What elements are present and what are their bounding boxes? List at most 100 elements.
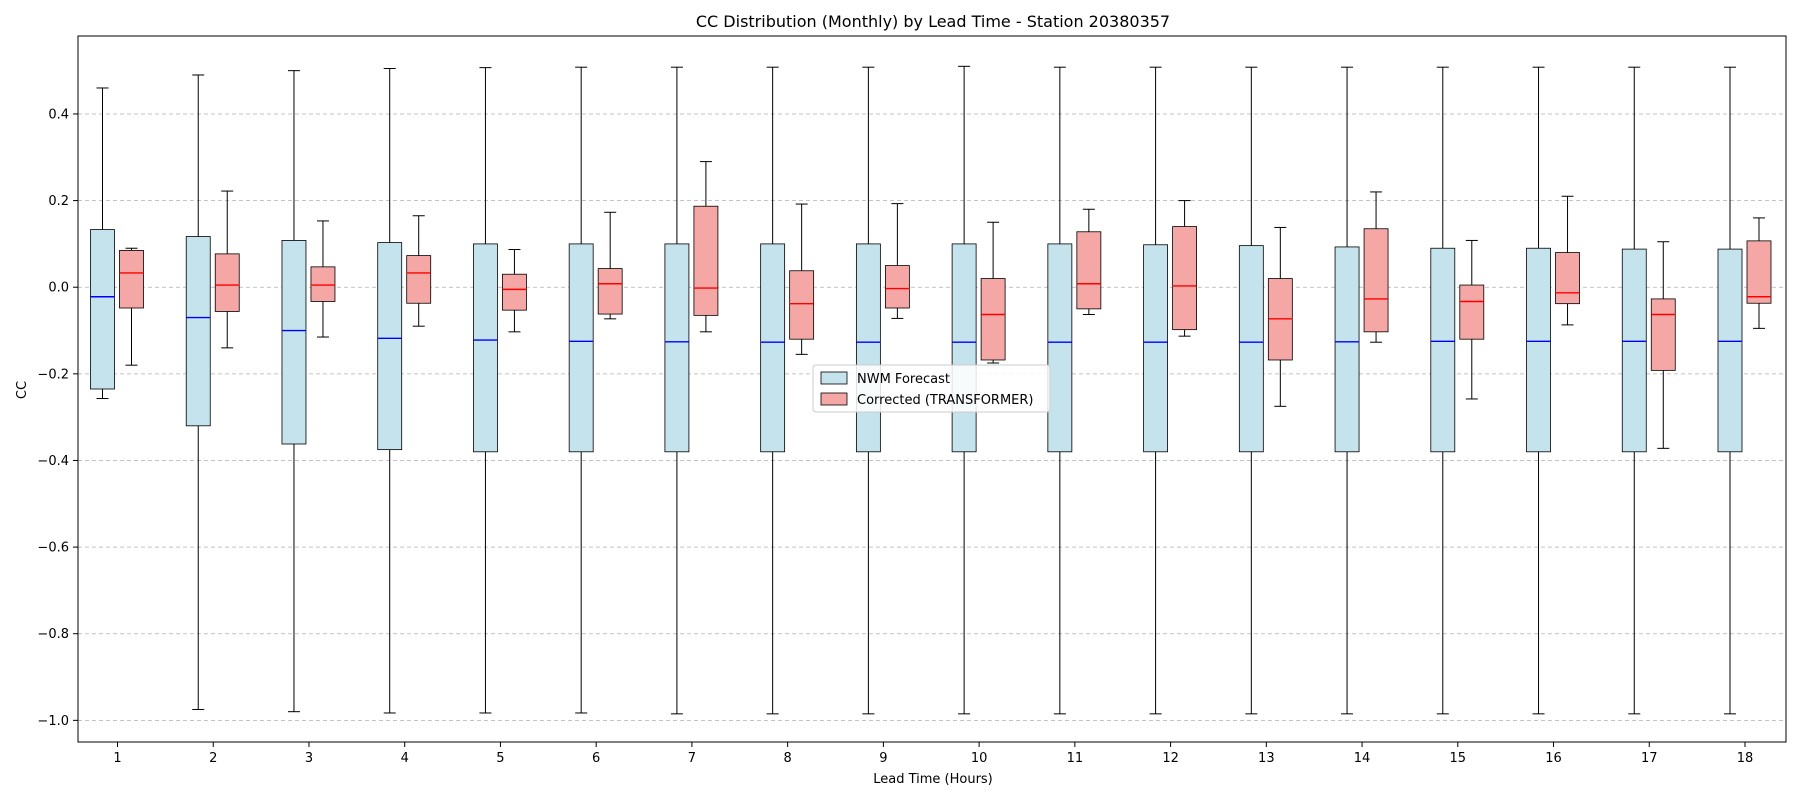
box-corrected — [502, 249, 527, 333]
box-corrected — [693, 161, 719, 333]
box-iqr — [693, 205, 719, 316]
x-tick-label: 1 — [113, 751, 121, 766]
x-axis-label: Lead Time (Hours) — [873, 772, 993, 787]
box-iqr — [502, 273, 527, 311]
box-nwm — [90, 87, 115, 400]
box-iqr — [980, 278, 1006, 361]
box-iqr — [90, 229, 115, 390]
x-tick-label: 11 — [1067, 751, 1084, 766]
x-tick-label: 14 — [1354, 751, 1371, 766]
box-nwm — [1621, 66, 1647, 715]
box-iqr — [406, 255, 432, 304]
box-corrected — [1076, 208, 1102, 316]
box-iqr — [185, 236, 211, 427]
box-corrected — [406, 215, 432, 327]
box-iqr — [664, 243, 690, 453]
x-tick-label: 3 — [305, 751, 313, 766]
x-tick-label: 5 — [496, 751, 504, 766]
box-series — [90, 65, 1772, 715]
x-tick-label: 15 — [1450, 751, 1467, 766]
box-corrected — [214, 190, 240, 349]
y-tick-label: −0.2 — [37, 367, 69, 382]
x-tick-label: 13 — [1258, 751, 1275, 766]
y-tick-label: −1.0 — [37, 714, 69, 729]
box-nwm — [1143, 66, 1168, 715]
box-iqr — [1238, 245, 1264, 453]
box-nwm — [951, 65, 977, 715]
y-gridlines — [78, 113, 1786, 721]
box-corrected — [1746, 217, 1772, 329]
box-nwm — [1526, 66, 1551, 715]
axis-ticks: −1.0−0.8−0.6−0.4−0.20.00.20.41 2 3 4 5 6 7 8 9 10… — [37, 107, 1753, 766]
box-corrected — [310, 220, 336, 338]
x-tick-label: 12 — [1162, 751, 1179, 766]
box-corrected — [1267, 226, 1293, 407]
box-nwm — [1238, 66, 1264, 715]
legend-swatch-nwm — [820, 371, 848, 385]
box-iqr — [1430, 247, 1456, 453]
y-tick-label: 0.0 — [48, 281, 69, 296]
box-iqr — [1047, 243, 1073, 453]
box-iqr — [1334, 246, 1360, 453]
box-nwm — [1717, 66, 1743, 715]
box-nwm — [855, 66, 881, 715]
x-tick-label: 17 — [1641, 751, 1658, 766]
box-iqr — [1526, 247, 1551, 453]
chart-title: CC Distribution (Monthly) by Lead Time -… — [696, 12, 1170, 31]
box-iqr — [1459, 284, 1485, 340]
box-corrected — [1363, 191, 1389, 343]
x-tick-label: 9 — [879, 751, 887, 766]
plot-frame — [77, 35, 1787, 743]
box-iqr — [1621, 248, 1647, 453]
box-nwm — [473, 67, 498, 714]
box-corrected — [119, 247, 144, 366]
box-iqr — [473, 243, 498, 453]
x-tick-label: 7 — [688, 751, 696, 766]
box-corrected — [1650, 241, 1676, 449]
legend-label-nwm: NWM Forecast — [857, 372, 950, 387]
y-axis-label: CC — [15, 381, 30, 399]
box-iqr — [597, 268, 623, 315]
box-iqr — [214, 253, 240, 312]
box-iqr — [1650, 298, 1676, 371]
box-nwm — [377, 67, 403, 714]
y-tick-label: −0.4 — [37, 454, 69, 469]
box-nwm — [185, 74, 211, 711]
box-iqr — [855, 243, 881, 453]
x-tick-label: 8 — [784, 751, 792, 766]
box-corrected — [597, 211, 623, 320]
box-corrected — [884, 203, 910, 319]
box-iqr — [568, 243, 594, 453]
x-tick-label: 4 — [401, 751, 409, 766]
x-tick-label: 16 — [1545, 751, 1562, 766]
box-corrected — [980, 221, 1006, 364]
box-corrected — [1555, 195, 1580, 326]
legend-frame — [812, 364, 1051, 413]
box-nwm — [568, 66, 594, 714]
box-nwm — [281, 70, 307, 713]
box-iqr — [281, 240, 307, 445]
box-nwm — [1047, 66, 1073, 715]
box-iqr — [119, 249, 144, 309]
box-iqr — [310, 266, 336, 302]
box-nwm — [664, 66, 690, 715]
box-iqr — [377, 242, 403, 451]
box-iqr — [951, 243, 977, 453]
y-tick-label: −0.6 — [37, 541, 69, 556]
legend: NWM Forecast Corrected (TRANSFORMER) — [812, 364, 1051, 413]
y-tick-label: 0.4 — [48, 107, 69, 122]
box-iqr — [760, 243, 786, 453]
y-tick-label: 0.2 — [48, 194, 69, 209]
y-tick-label: −0.8 — [37, 627, 69, 642]
legend-swatch-corrected — [820, 392, 848, 406]
box-iqr — [789, 270, 815, 340]
box-nwm — [760, 66, 786, 715]
box-corrected — [789, 203, 815, 355]
box-iqr — [1076, 231, 1102, 310]
box-iqr — [1746, 240, 1772, 304]
box-iqr — [1717, 248, 1743, 453]
box-corrected — [1172, 200, 1197, 337]
box-iqr — [1555, 252, 1580, 305]
box-iqr — [1363, 228, 1389, 333]
